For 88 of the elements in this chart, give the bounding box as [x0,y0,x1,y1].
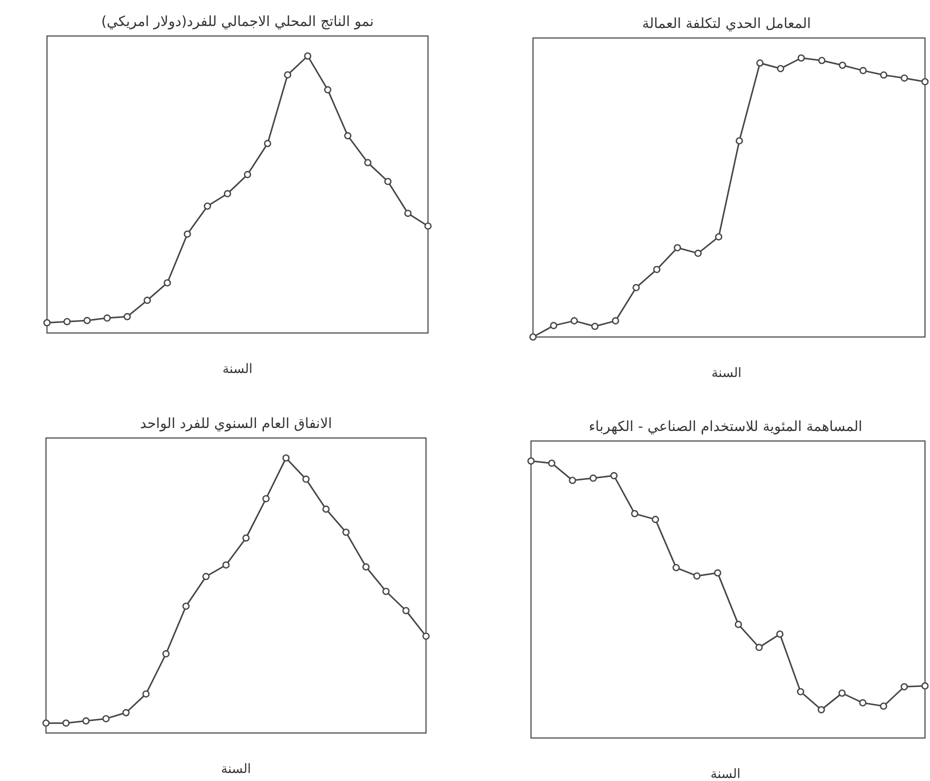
point [900,74,908,82]
point [182,602,190,610]
point [144,296,151,304]
chart-title: نمو الناتج المحلي الاجمالي للفرد(دولار امريكي) [101,14,374,30]
x-axis-title: السنة [710,767,741,781]
point [184,230,192,238]
point [62,719,70,727]
point [859,699,866,706]
point [324,86,332,94]
point [142,690,150,698]
point [424,222,432,230]
point [529,333,537,341]
x-axis-title: السنة [220,762,252,777]
point [796,688,804,696]
point [921,78,929,86]
point [590,474,597,482]
chart-title: المساهمة المئوية للاستخدام الصناعي - الكهرباء [588,419,862,435]
point [693,572,701,580]
point [527,457,535,465]
point [304,52,312,60]
point [610,472,618,480]
point [124,313,131,320]
point [402,606,410,614]
point [262,495,270,502]
point [42,719,50,727]
chart-title: المعامل الحدي لتكلفة العمالة [642,16,811,32]
point [282,454,290,462]
point [714,569,722,577]
point [653,266,660,274]
point [548,460,556,467]
point [222,561,230,569]
point [83,316,91,324]
point [880,71,888,79]
point [43,319,51,326]
point [838,689,846,697]
chart-title: الانفاق العام السنوي للفرد الواحد [140,416,332,432]
point [342,528,350,536]
point [715,233,722,240]
point [284,71,292,78]
point [322,506,330,513]
point [612,317,620,324]
x-axis-title: السنة [222,362,253,377]
point [550,322,558,330]
point [755,644,763,652]
x-axis-title: السنة [711,366,742,381]
point [202,572,210,580]
point [224,190,232,198]
point [404,210,412,217]
point [362,563,370,571]
point [244,170,252,178]
point [164,279,171,286]
point [672,564,680,572]
point [422,632,430,640]
point [382,588,390,596]
point [302,476,310,483]
point [384,178,392,186]
point [242,534,250,542]
point [734,620,742,628]
point [63,318,71,326]
point [570,317,578,324]
point [756,59,764,67]
point [900,683,908,690]
point [364,159,372,166]
point [104,314,111,322]
point [652,516,660,524]
point [921,682,929,690]
point [568,476,576,484]
point [82,717,90,725]
point [694,250,702,257]
point [344,132,352,140]
point [632,284,640,292]
point [631,510,638,518]
point [736,137,743,144]
point [798,54,805,62]
point [776,630,784,638]
point [859,66,867,74]
point [102,715,110,722]
point [818,706,825,714]
point [591,322,599,330]
point [818,56,826,64]
point [264,140,272,148]
point [880,702,888,710]
point [162,650,170,658]
point [204,202,212,210]
point [838,62,846,69]
point [122,709,130,716]
point [674,244,682,252]
point [776,64,784,72]
